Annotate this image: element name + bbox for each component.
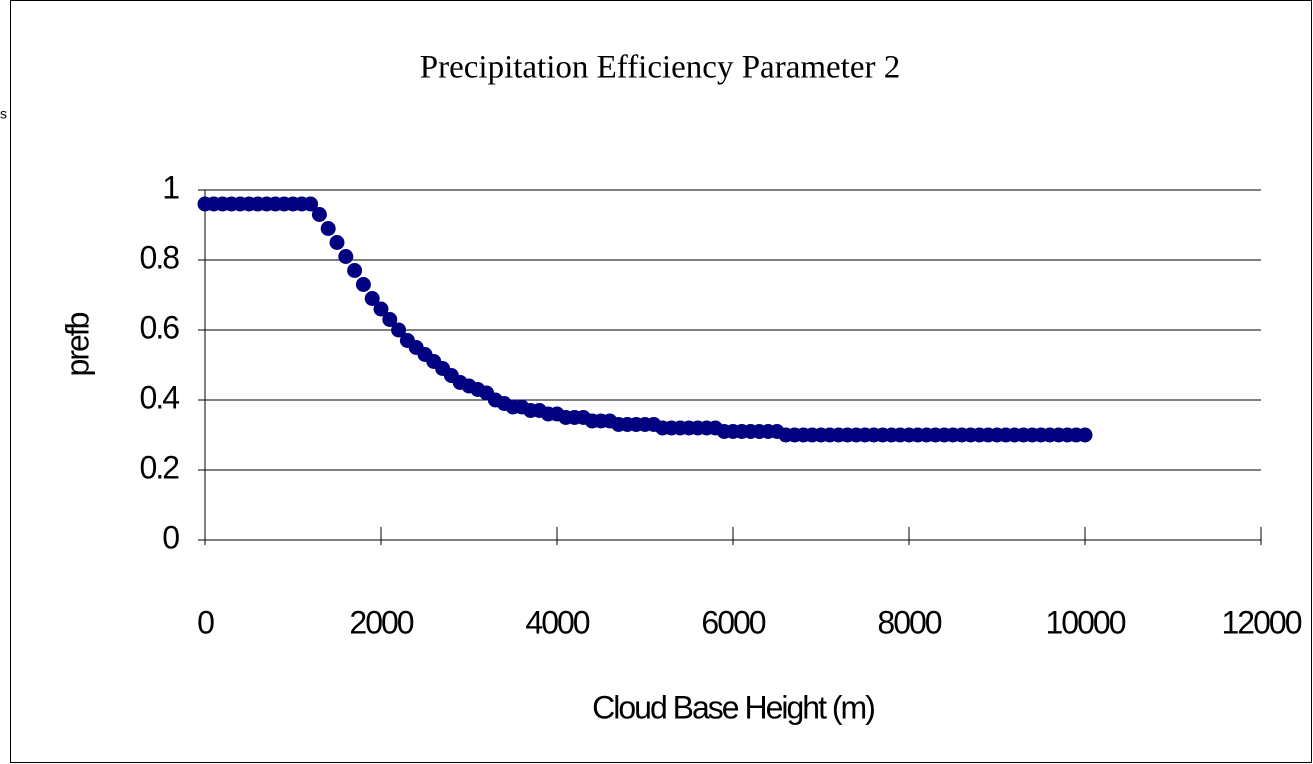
- point: [391, 322, 407, 338]
- chart-frame: [10, 0, 1312, 763]
- point: [311, 207, 327, 222]
- x-tick-label: 8000: [877, 604, 941, 640]
- y-tick-label: 0: [162, 519, 179, 555]
- point: [329, 235, 345, 250]
- x-tick-label: 0: [197, 604, 214, 640]
- y-tick-label: 1: [162, 169, 179, 205]
- annotation: s: [0, 106, 7, 122]
- y-tick-label: 0.6: [140, 309, 180, 345]
- chart-title: Precipitation Efficiency Parameter 2: [420, 50, 900, 86]
- point: [364, 291, 380, 306]
- x-tick-label: 4000: [525, 604, 589, 640]
- y-axis-label: prefb: [59, 312, 95, 376]
- point: [347, 263, 363, 278]
- point: [338, 249, 354, 264]
- x-axis-label: Cloud Base Height (m): [592, 689, 874, 725]
- x-tick-label: 10000: [1046, 604, 1126, 640]
- point: [382, 312, 398, 327]
- x-tick-label: 2000: [349, 604, 413, 640]
- point: [320, 221, 336, 236]
- point: [1077, 427, 1093, 443]
- y-tick-label: 0.2: [140, 449, 180, 485]
- x-tick-label: 12000: [1222, 604, 1302, 640]
- y-tick-label: 0.8: [140, 239, 180, 275]
- y-tick-label: 0.4: [140, 379, 180, 415]
- point: [303, 196, 319, 212]
- x-tick-label: 6000: [701, 604, 765, 640]
- point: [355, 277, 371, 292]
- point: [373, 301, 389, 317]
